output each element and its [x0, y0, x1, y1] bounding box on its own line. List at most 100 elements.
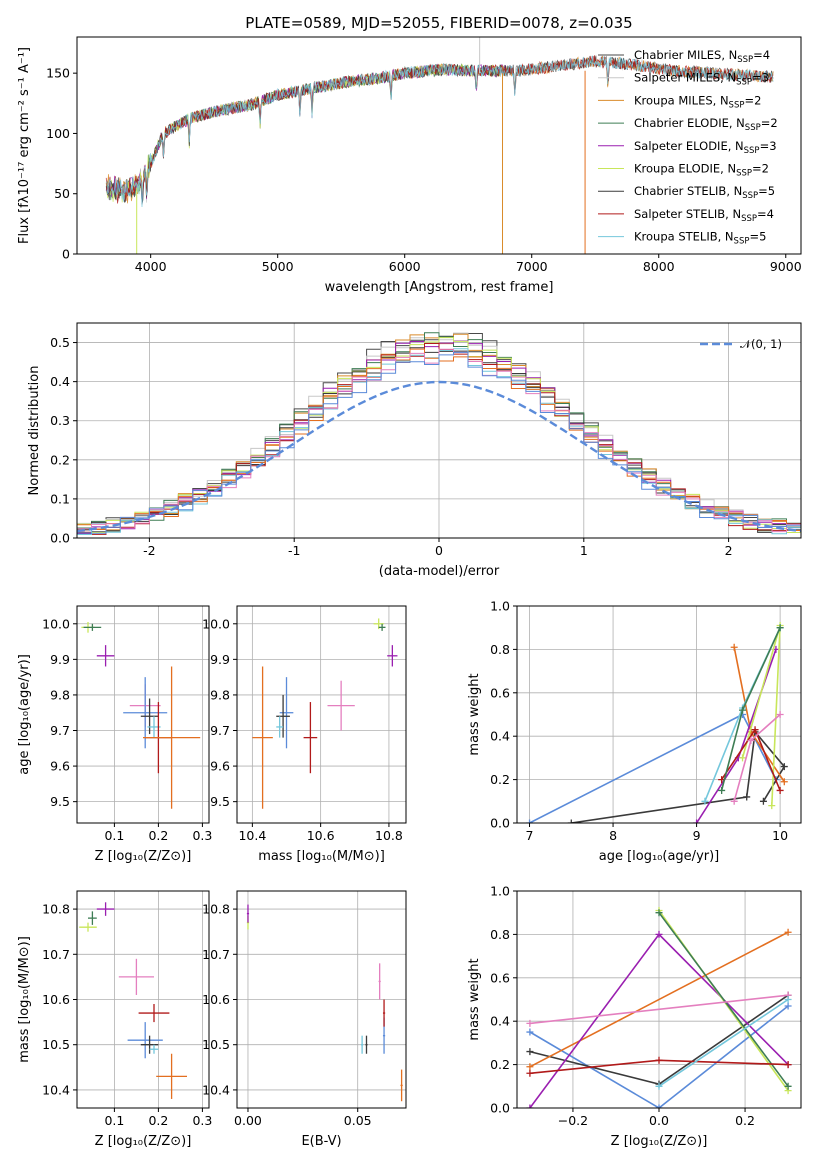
x-tick-label: 0.2 [735, 1113, 755, 1128]
legend-subscript: SSP [745, 123, 761, 133]
weight-point-marker [784, 1002, 792, 1010]
weight-point-marker [526, 1069, 534, 1077]
y-axis-label: mass weight [467, 958, 482, 1040]
spectrum-panel: 4000 5000 6000 7000 8000 9000 0 50 100 150 wavelen… [17, 14, 802, 295]
weight-point-marker [655, 909, 663, 917]
weight-point-marker [701, 797, 709, 805]
errorbar-point [279, 677, 294, 749]
y-tick-label: 0.8 [490, 642, 510, 657]
x-axis-label: E(B-V) [301, 1134, 341, 1149]
y-tick-label: 10.7 [42, 947, 70, 962]
weight-series-line [658, 998, 789, 1087]
y-tick-label: 0.6 [490, 970, 510, 985]
age-vs-metallicity-panel: 0.1 0.2 0.3 9.5 9.6 9.7 9.8 9.9 10.0 Z [log₁₀(Z/Z… [17, 605, 212, 864]
x-tick-label: 0.0 [649, 1113, 669, 1128]
weight-point-marker [526, 1019, 534, 1027]
y-tick-label: 100 [46, 126, 70, 141]
tick-labels: 7 8 9 10 0.0 0.2 0.4 0.6 0.8 1.0 [490, 599, 788, 844]
errorbar-point [327, 680, 355, 731]
legend-subscript: SSP [737, 55, 753, 65]
legend-entry: Salpeter MILES, NSSP=3 [634, 71, 769, 88]
axes-frame [76, 322, 802, 539]
errorbar-point [252, 666, 273, 809]
legend-value: =5 [749, 230, 766, 244]
y-tick-label: 10.0 [42, 616, 70, 631]
legend-label: Chabrier ELODIE, N [634, 116, 745, 130]
y-tick-label: 10.0 [202, 616, 230, 631]
weight-point-marker [526, 819, 534, 823]
errorbar-point [149, 1044, 159, 1054]
axes-frame [236, 890, 407, 1109]
y-axis-label: Flux [fλ10⁻¹⁷ erg cm⁻² s⁻¹ A⁻¹] [17, 47, 32, 244]
residuals-panel: -2 -1 0 1 2 0.0 0.1 0.2 0.3 0.4 0.5 (data-model)/er… [27, 322, 802, 579]
weight-point-marker [780, 778, 788, 786]
legend-entry: Chabrier MILES, NSSP=4 [634, 48, 770, 65]
plot-area [81, 622, 201, 809]
weight-point-marker [526, 1028, 534, 1036]
x-axis-label: Z [log₁₀(Z/Z⊙)] [611, 1134, 708, 1149]
y-tick-label: 9.5 [210, 794, 230, 809]
legend-entry: Chabrier ELODIE, NSSP=2 [634, 116, 778, 133]
plot-area [79, 902, 187, 1099]
weight-point-marker [730, 643, 738, 651]
axes-frame [76, 890, 210, 1109]
legend-value: =2 [744, 93, 761, 107]
errorbar-point [378, 623, 386, 631]
x-tick-label: 1 [580, 543, 588, 558]
y-tick-label: 10.6 [202, 992, 230, 1007]
y-tick-label: 0.2 [490, 1057, 510, 1072]
x-tick-label: -1 [288, 543, 300, 558]
errorbar-point [303, 702, 318, 774]
axes-frame [236, 605, 407, 824]
weight-point-marker [776, 786, 784, 794]
legend-label: Salpeter STELIB, N [634, 207, 741, 221]
mass-vs-extinction-panel: 0.00 0.05 10.4 10.5 10.6 10.7 10.8 E(B-V) [202, 890, 407, 1149]
y-tick-label: 10.8 [42, 902, 70, 917]
x-tick-label: 6000 [389, 259, 421, 274]
grid-lines [77, 606, 209, 823]
x-axis-label: wavelength [Angstrom, rest frame] [325, 280, 554, 295]
y-tick-label: 9.9 [210, 652, 230, 667]
y-tick-label: 0 [62, 247, 70, 262]
mass-vs-metallicity-panel: 0.1 0.2 0.3 10.4 10.5 10.6 10.7 10.8 Z [log₁₀(Z/… [17, 890, 212, 1149]
y-tick-label: 9.6 [50, 759, 70, 774]
weight-point-marker [784, 1082, 792, 1090]
y-tick-label: 0.2 [50, 452, 70, 467]
errorbar-point [96, 902, 115, 916]
errorbar-point [378, 963, 381, 1000]
weight-point-marker [739, 706, 747, 714]
x-tick-label: -2 [143, 543, 155, 558]
errorbar-point [387, 645, 398, 667]
legend-value: =3 [760, 139, 777, 153]
axes-frame [516, 605, 802, 824]
errorbar-point [79, 922, 97, 932]
y-tick-label: 0.6 [490, 685, 510, 700]
x-tick-label: 0.1 [104, 828, 124, 843]
x-tick-label: 5000 [262, 259, 294, 274]
plot-area [77, 332, 801, 538]
weight-point-marker [776, 624, 784, 632]
weight-point-marker [655, 1056, 663, 1064]
y-tick-label: 0.5 [50, 335, 70, 350]
age-vs-mass-panel: 10.4 10.6 10.8 9.5 9.6 9.7 9.8 9.9 10.0 mass [log… [202, 605, 407, 864]
plot-area [105, 37, 774, 254]
x-tick-label: 0.3 [192, 1113, 212, 1128]
errorbar-point [400, 1069, 403, 1102]
errorbar-point [361, 1035, 364, 1054]
y-tick-label: 9.5 [50, 794, 70, 809]
legend-value: =2 [752, 162, 769, 176]
weight-point-marker [743, 793, 751, 801]
y-tick-label: 0.2 [490, 772, 510, 787]
weight-point-marker [693, 819, 701, 823]
weight-point-marker [739, 754, 747, 762]
legend-value: =4 [757, 207, 774, 221]
legend-label: Kroupa MILES, N [634, 93, 729, 107]
weight-point-marker [784, 928, 792, 936]
weight-point-marker [718, 786, 726, 794]
weight-point-marker [784, 996, 792, 1003]
legend-entry: Salpeter ELODIE, NSSP=3 [634, 139, 777, 156]
legend-label: Chabrier MILES, N [634, 48, 737, 62]
errorbar-point [83, 623, 102, 631]
errorbar-point [96, 645, 115, 667]
